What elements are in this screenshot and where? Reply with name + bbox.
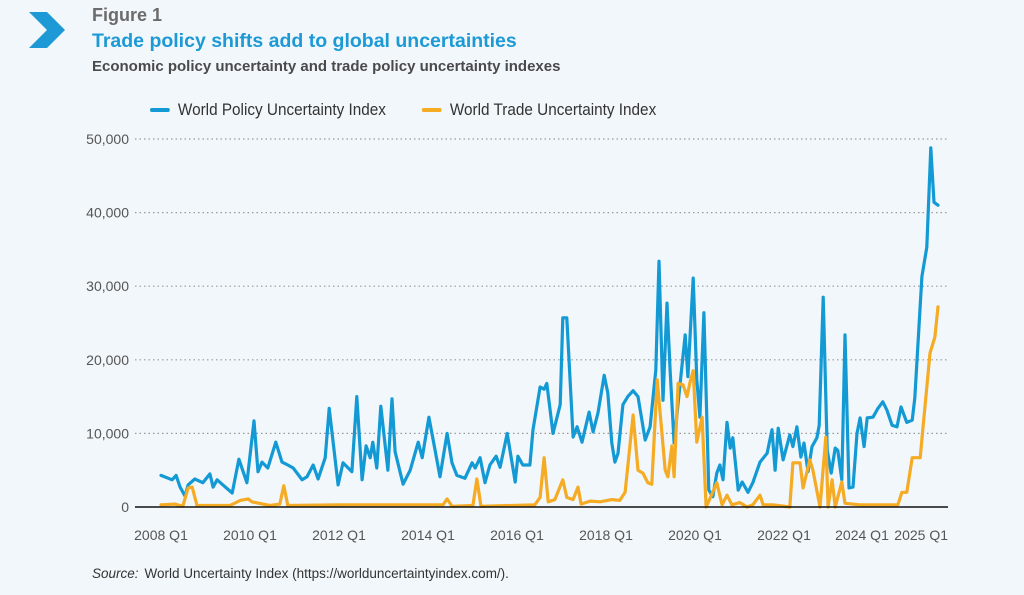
x-tick-label: 2018 Q1: [579, 527, 633, 543]
source-label: Source:: [92, 566, 139, 581]
x-tick-label: 2010 Q1: [223, 527, 277, 543]
x-tick-label: 2022 Q1: [757, 527, 811, 543]
source-text: World Uncertainty Index (https://worldun…: [144, 566, 509, 581]
chart-subtitle: Economic policy uncertainty and trade po…: [92, 58, 561, 75]
figure-label: Figure 1: [92, 5, 163, 25]
y-tick-label: 20,000: [86, 352, 129, 368]
x-tick-label: 2024 Q1: [835, 527, 889, 543]
x-tick-label: 2025 Q1: [894, 527, 948, 543]
y-tick-label: 40,000: [86, 205, 129, 221]
x-tick-label: 2008 Q1: [134, 527, 188, 543]
legend: World Policy Uncertainty Index World Tra…: [150, 100, 692, 120]
y-tick-label: 0: [121, 499, 129, 515]
y-tick-label: 50,000: [86, 131, 129, 147]
legend-label-trade: World Trade Uncertainty Index: [449, 100, 657, 119]
y-tick-label: 10,000: [86, 425, 129, 441]
series-line-policy: [159, 146, 940, 499]
legend-label-policy: World Policy Uncertainty Index: [177, 100, 386, 119]
source-note: Source: World Uncertainty Index (https://…: [92, 566, 509, 581]
legend-swatch-policy: [150, 108, 170, 112]
legend-item-trade: World Trade Uncertainty Index: [421, 100, 657, 120]
x-tick-label: 2012 Q1: [312, 527, 366, 543]
x-tick-label: 2016 Q1: [490, 527, 544, 543]
legend-swatch-trade: [421, 108, 442, 112]
series-line-trade: [159, 305, 940, 509]
x-tick-label: 2014 Q1: [401, 527, 455, 543]
legend-item-policy: World Policy Uncertainty Index: [150, 100, 386, 120]
y-tick-label: 30,000: [86, 278, 129, 294]
chart-title: Trade policy shifts add to global uncert…: [92, 30, 517, 52]
chevron-right-icon: [29, 12, 65, 48]
x-tick-label: 2020 Q1: [668, 527, 722, 543]
